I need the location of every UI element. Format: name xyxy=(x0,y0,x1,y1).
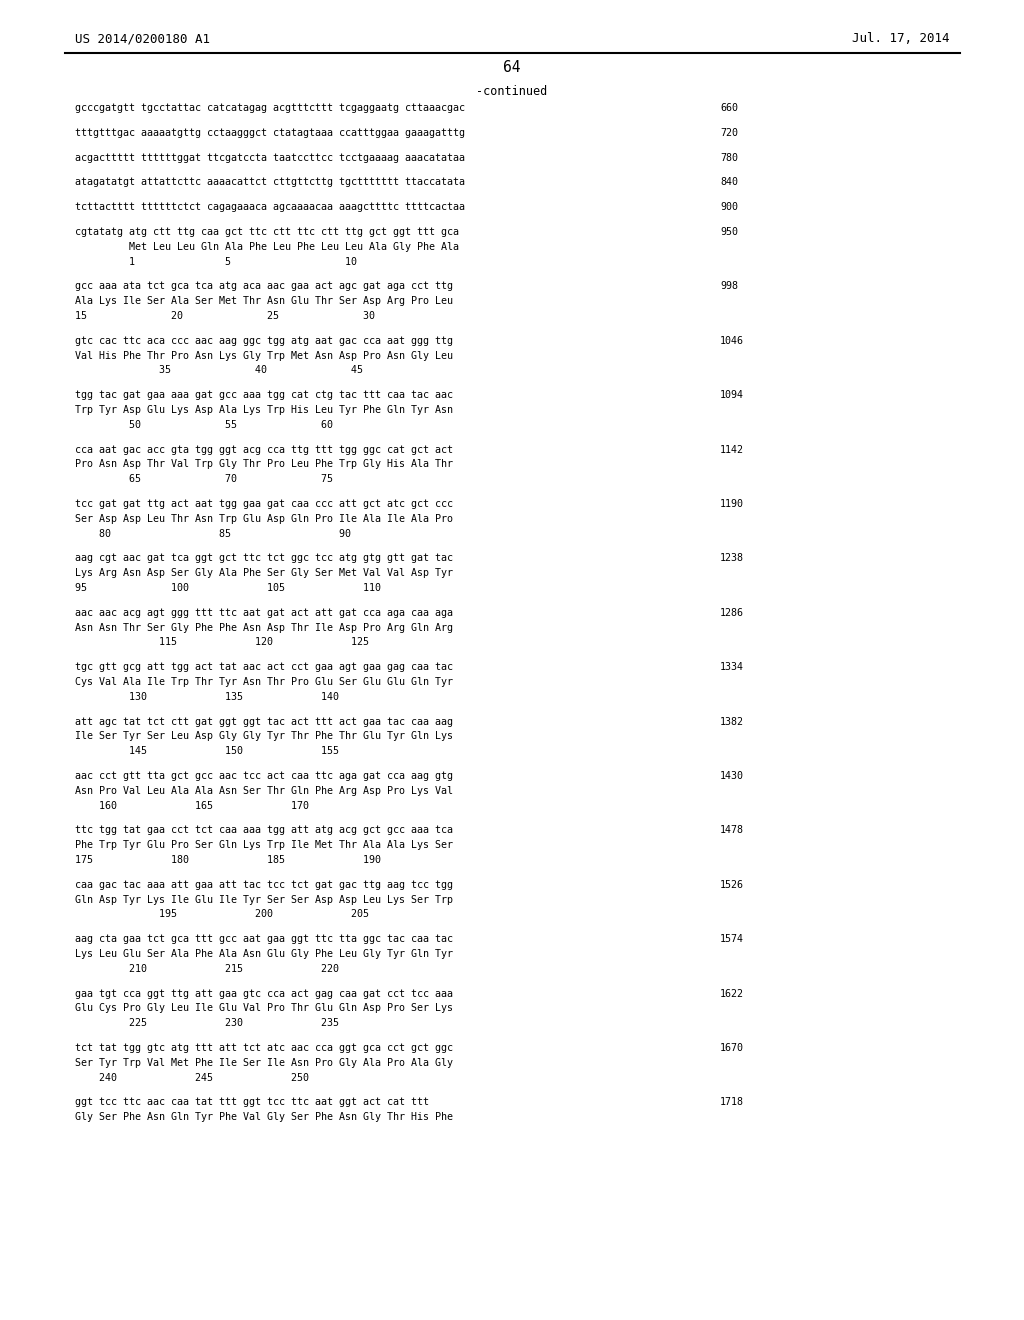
Text: gcccgatgtt tgcctattac catcatagag acgtttcttt tcgaggaatg cttaaacgac: gcccgatgtt tgcctattac catcatagag acgtttc… xyxy=(75,103,465,114)
Text: atagatatgt attattcttc aaaacattct cttgttcttg tgcttttttt ttaccatata: atagatatgt attattcttc aaaacattct cttgttc… xyxy=(75,177,465,187)
Text: 95              100             105             110: 95 100 105 110 xyxy=(75,583,381,593)
Text: ggt tcc ttc aac caa tat ttt ggt tcc ttc aat ggt act cat ttt: ggt tcc ttc aac caa tat ttt ggt tcc ttc … xyxy=(75,1097,429,1107)
Text: Asn Asn Thr Ser Gly Phe Phe Asn Asp Thr Ile Asp Pro Arg Gln Arg: Asn Asn Thr Ser Gly Phe Phe Asn Asp Thr … xyxy=(75,623,453,632)
Text: 80                  85                  90: 80 85 90 xyxy=(75,528,351,539)
Text: 65              70              75: 65 70 75 xyxy=(75,474,333,484)
Text: 660: 660 xyxy=(720,103,738,114)
Text: 840: 840 xyxy=(720,177,738,187)
Text: tct tat tgg gtc atg ttt att tct atc aac cca ggt gca cct gct ggc: tct tat tgg gtc atg ttt att tct atc aac … xyxy=(75,1043,453,1053)
Text: 950: 950 xyxy=(720,227,738,238)
Text: 1574: 1574 xyxy=(720,935,744,944)
Text: 1               5                   10: 1 5 10 xyxy=(75,256,357,267)
Text: Ser Tyr Trp Val Met Phe Ile Ser Ile Asn Pro Gly Ala Pro Ala Gly: Ser Tyr Trp Val Met Phe Ile Ser Ile Asn … xyxy=(75,1057,453,1068)
Text: tcttactttt ttttttctct cagagaaaca agcaaaacaa aaagcttttc ttttcactaa: tcttactttt ttttttctct cagagaaaca agcaaaa… xyxy=(75,202,465,213)
Text: Phe Trp Tyr Glu Pro Ser Gln Lys Trp Ile Met Thr Ala Ala Lys Ser: Phe Trp Tyr Glu Pro Ser Gln Lys Trp Ile … xyxy=(75,841,453,850)
Text: Lys Arg Asn Asp Ser Gly Ala Phe Ser Gly Ser Met Val Val Asp Tyr: Lys Arg Asn Asp Ser Gly Ala Phe Ser Gly … xyxy=(75,568,453,578)
Text: gtc cac ttc aca ccc aac aag ggc tgg atg aat gac cca aat ggg ttg: gtc cac ttc aca ccc aac aag ggc tgg atg … xyxy=(75,335,453,346)
Text: Met Leu Leu Gln Ala Phe Leu Phe Leu Leu Ala Gly Phe Ala: Met Leu Leu Gln Ala Phe Leu Phe Leu Leu … xyxy=(75,242,459,252)
Text: cca aat gac acc gta tgg ggt acg cca ttg ttt tgg ggc cat gct act: cca aat gac acc gta tgg ggt acg cca ttg … xyxy=(75,445,453,454)
Text: 998: 998 xyxy=(720,281,738,292)
Text: acgacttttt ttttttggat ttcgatccta taatccttcc tcctgaaaag aaacatataa: acgacttttt ttttttggat ttcgatccta taatcct… xyxy=(75,153,465,162)
Text: Ile Ser Tyr Ser Leu Asp Gly Gly Tyr Thr Phe Thr Glu Tyr Gln Lys: Ile Ser Tyr Ser Leu Asp Gly Gly Tyr Thr … xyxy=(75,731,453,742)
Text: Cys Val Ala Ile Trp Thr Tyr Asn Thr Pro Glu Ser Glu Glu Gln Tyr: Cys Val Ala Ile Trp Thr Tyr Asn Thr Pro … xyxy=(75,677,453,686)
Text: tttgtttgac aaaaatgttg cctaagggct ctatagtaaa ccatttggaa gaaagatttg: tttgtttgac aaaaatgttg cctaagggct ctatagt… xyxy=(75,128,465,137)
Text: 50              55              60: 50 55 60 xyxy=(75,420,333,430)
Text: 720: 720 xyxy=(720,128,738,137)
Text: 160             165             170: 160 165 170 xyxy=(75,801,309,810)
Text: Trp Tyr Asp Glu Lys Asp Ala Lys Trp His Leu Tyr Phe Gln Tyr Asn: Trp Tyr Asp Glu Lys Asp Ala Lys Trp His … xyxy=(75,405,453,414)
Text: US 2014/0200180 A1: US 2014/0200180 A1 xyxy=(75,32,210,45)
Text: Val His Phe Thr Pro Asn Lys Gly Trp Met Asn Asp Pro Asn Gly Leu: Val His Phe Thr Pro Asn Lys Gly Trp Met … xyxy=(75,351,453,360)
Text: 225             230             235: 225 230 235 xyxy=(75,1018,339,1028)
Text: Asn Pro Val Leu Ala Ala Asn Ser Thr Gln Phe Arg Asp Pro Lys Val: Asn Pro Val Leu Ala Ala Asn Ser Thr Gln … xyxy=(75,785,453,796)
Text: 1190: 1190 xyxy=(720,499,744,510)
Text: 1382: 1382 xyxy=(720,717,744,726)
Text: 1622: 1622 xyxy=(720,989,744,999)
Text: Lys Leu Glu Ser Ala Phe Ala Asn Glu Gly Phe Leu Gly Tyr Gln Tyr: Lys Leu Glu Ser Ala Phe Ala Asn Glu Gly … xyxy=(75,949,453,960)
Text: tgg tac gat gaa aaa gat gcc aaa tgg cat ctg tac ttt caa tac aac: tgg tac gat gaa aaa gat gcc aaa tgg cat … xyxy=(75,391,453,400)
Text: 1526: 1526 xyxy=(720,880,744,890)
Text: gaa tgt cca ggt ttg att gaa gtc cca act gag caa gat cct tcc aaa: gaa tgt cca ggt ttg att gaa gtc cca act … xyxy=(75,989,453,999)
Text: ttc tgg tat gaa cct tct caa aaa tgg att atg acg gct gcc aaa tca: ttc tgg tat gaa cct tct caa aaa tgg att … xyxy=(75,825,453,836)
Text: 195             200             205: 195 200 205 xyxy=(75,909,369,920)
Text: 115             120             125: 115 120 125 xyxy=(75,638,369,647)
Text: 210             215             220: 210 215 220 xyxy=(75,964,339,974)
Text: Pro Asn Asp Thr Val Trp Gly Thr Pro Leu Phe Trp Gly His Ala Thr: Pro Asn Asp Thr Val Trp Gly Thr Pro Leu … xyxy=(75,459,453,470)
Text: tgc gtt gcg att tgg act tat aac act cct gaa agt gaa gag caa tac: tgc gtt gcg att tgg act tat aac act cct … xyxy=(75,663,453,672)
Text: 64: 64 xyxy=(503,59,521,75)
Text: Gly Ser Phe Asn Gln Tyr Phe Val Gly Ser Phe Asn Gly Thr His Phe: Gly Ser Phe Asn Gln Tyr Phe Val Gly Ser … xyxy=(75,1113,453,1122)
Text: 15              20              25              30: 15 20 25 30 xyxy=(75,312,375,321)
Text: cgtatatg atg ctt ttg caa gct ttc ctt ttc ctt ttg gct ggt ttt gca: cgtatatg atg ctt ttg caa gct ttc ctt ttc… xyxy=(75,227,459,238)
Text: 1670: 1670 xyxy=(720,1043,744,1053)
Text: aac cct gtt tta gct gcc aac tcc act caa ttc aga gat cca aag gtg: aac cct gtt tta gct gcc aac tcc act caa … xyxy=(75,771,453,781)
Text: gcc aaa ata tct gca tca atg aca aac gaa act agc gat aga cct ttg: gcc aaa ata tct gca tca atg aca aac gaa … xyxy=(75,281,453,292)
Text: -continued: -continued xyxy=(476,84,548,98)
Text: 1238: 1238 xyxy=(720,553,744,564)
Text: 175             180             185             190: 175 180 185 190 xyxy=(75,855,381,865)
Text: Ala Lys Ile Ser Ala Ser Met Thr Asn Glu Thr Ser Asp Arg Pro Leu: Ala Lys Ile Ser Ala Ser Met Thr Asn Glu … xyxy=(75,296,453,306)
Text: 1334: 1334 xyxy=(720,663,744,672)
Text: 780: 780 xyxy=(720,153,738,162)
Text: aag cgt aac gat tca ggt gct ttc tct ggc tcc atg gtg gtt gat tac: aag cgt aac gat tca ggt gct ttc tct ggc … xyxy=(75,553,453,564)
Text: 1142: 1142 xyxy=(720,445,744,454)
Text: tcc gat gat ttg act aat tgg gaa gat caa ccc att gct atc gct ccc: tcc gat gat ttg act aat tgg gaa gat caa … xyxy=(75,499,453,510)
Text: Gln Asp Tyr Lys Ile Glu Ile Tyr Ser Ser Asp Asp Leu Lys Ser Trp: Gln Asp Tyr Lys Ile Glu Ile Tyr Ser Ser … xyxy=(75,895,453,904)
Text: 1718: 1718 xyxy=(720,1097,744,1107)
Text: att agc tat tct ctt gat ggt ggt tac act ttt act gaa tac caa aag: att agc tat tct ctt gat ggt ggt tac act … xyxy=(75,717,453,726)
Text: 1430: 1430 xyxy=(720,771,744,781)
Text: aag cta gaa tct gca ttt gcc aat gaa ggt ttc tta ggc tac caa tac: aag cta gaa tct gca ttt gcc aat gaa ggt … xyxy=(75,935,453,944)
Text: 1094: 1094 xyxy=(720,391,744,400)
Text: 1286: 1286 xyxy=(720,607,744,618)
Text: Glu Cys Pro Gly Leu Ile Glu Val Pro Thr Glu Gln Asp Pro Ser Lys: Glu Cys Pro Gly Leu Ile Glu Val Pro Thr … xyxy=(75,1003,453,1014)
Text: 35              40              45: 35 40 45 xyxy=(75,366,362,375)
Text: 130             135             140: 130 135 140 xyxy=(75,692,339,702)
Text: 145             150             155: 145 150 155 xyxy=(75,746,339,756)
Text: 240             245             250: 240 245 250 xyxy=(75,1073,309,1082)
Text: caa gac tac aaa att gaa att tac tcc tct gat gac ttg aag tcc tgg: caa gac tac aaa att gaa att tac tcc tct … xyxy=(75,880,453,890)
Text: 900: 900 xyxy=(720,202,738,213)
Text: Jul. 17, 2014: Jul. 17, 2014 xyxy=(853,32,950,45)
Text: aac aac acg agt ggg ttt ttc aat gat act att gat cca aga caa aga: aac aac acg agt ggg ttt ttc aat gat act … xyxy=(75,607,453,618)
Text: Ser Asp Asp Leu Thr Asn Trp Glu Asp Gln Pro Ile Ala Ile Ala Pro: Ser Asp Asp Leu Thr Asn Trp Glu Asp Gln … xyxy=(75,513,453,524)
Text: 1046: 1046 xyxy=(720,335,744,346)
Text: 1478: 1478 xyxy=(720,825,744,836)
